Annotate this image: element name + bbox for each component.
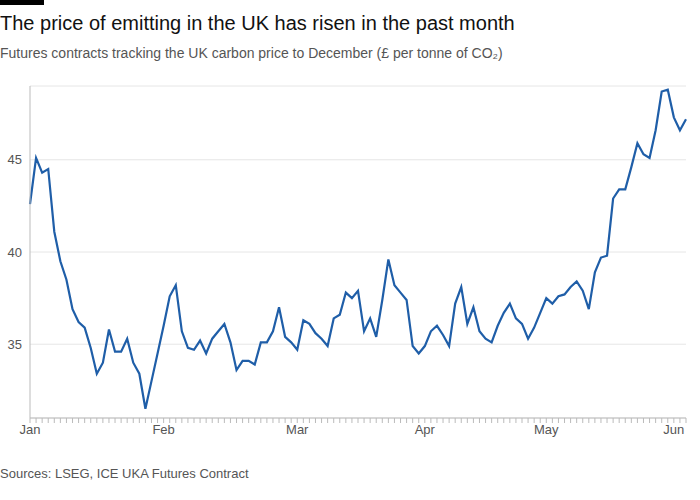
svg-text:May: May [534, 422, 559, 437]
svg-text:Apr: Apr [415, 422, 436, 437]
svg-text:40: 40 [8, 245, 22, 260]
svg-text:Mar: Mar [286, 422, 309, 437]
html-text:Sources: LSEG, ICE UKA Futures: Sources: LSEG, ICE UKA Futures Contract [0, 466, 249, 481]
svg-text:Feb: Feb [152, 422, 174, 437]
html-text:Futures contracts tracking the: Futures contracts tracking the UK carbon… [0, 45, 503, 61]
html-text:The price of emitting in the U: The price of emitting in the UK has rise… [0, 12, 515, 34]
svg-text:35: 35 [8, 337, 22, 352]
svg-text:45: 45 [8, 152, 22, 167]
svg-text:Jan: Jan [20, 422, 41, 437]
svg-text:Jun: Jun [663, 422, 684, 437]
